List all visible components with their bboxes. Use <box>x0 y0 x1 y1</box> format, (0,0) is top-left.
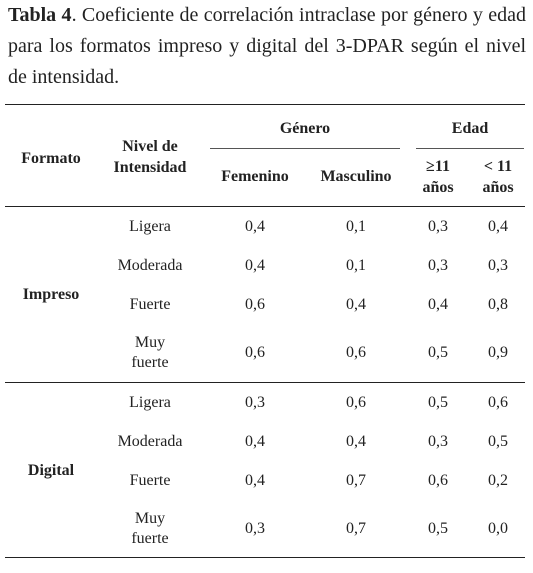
header-formato: Formato <box>21 150 81 167</box>
value-cell-femenino: 0,4 <box>245 218 265 235</box>
value-cell-ge11: 0,4 <box>428 295 448 313</box>
header-age-ge11-line2: años <box>422 179 454 196</box>
value-cell-femenino: 0,6 <box>245 344 265 361</box>
group-separator-rule <box>5 382 525 383</box>
value-cell-masculino: 0,6 <box>346 394 366 411</box>
nivel-label-line: Muy <box>134 334 166 351</box>
value-cell-ge11: 0,6 <box>428 471 448 489</box>
value-cell-masculino: 0,6 <box>346 344 366 361</box>
header-age-lt11-line1: < 11 <box>483 158 513 175</box>
nivel-label-line: Ligera <box>129 394 171 411</box>
value-cell-lt11: 0,3 <box>488 256 508 274</box>
header-age-ge11-line1: ≥11 <box>426 158 450 175</box>
value-cell-ge11: 0,3 <box>428 218 448 235</box>
value-cell-lt11: 0,9 <box>488 344 508 361</box>
header-bottom-rule <box>5 206 525 207</box>
value-cell-lt11: 0,5 <box>488 432 508 450</box>
group-formato-label: Impreso <box>22 286 80 303</box>
nivel-cell: Ligera <box>100 384 200 422</box>
nivel-cell: Moderada <box>100 246 200 285</box>
nivel-cell: Fuerte <box>100 461 200 500</box>
nivel-label-line: Fuerte <box>129 295 171 313</box>
value-cell-masculino: 0,1 <box>346 218 366 235</box>
header-nivel-line1: Nivel de <box>122 138 178 155</box>
value-cell-femenino: 0,3 <box>245 394 265 411</box>
group-formato-label: Digital <box>27 462 75 479</box>
header-femenino: Femenino <box>221 168 289 185</box>
value-cell-lt11: 0,2 <box>488 471 508 489</box>
value-cell-femenino: 0,3 <box>245 520 265 537</box>
top-rule <box>5 104 525 105</box>
nivel-cell: Fuerte <box>100 285 200 324</box>
value-cell-masculino: 0,4 <box>346 432 366 450</box>
nivel-label-line: Muy <box>134 510 166 527</box>
table-caption: Tabla 4. Coeficiente de correlación intr… <box>8 0 526 93</box>
value-cell-lt11: 0,4 <box>488 218 508 235</box>
header-masculino: Masculino <box>320 168 392 185</box>
bottom-rule <box>5 557 525 558</box>
header-age-lt11-line2: años <box>482 179 514 196</box>
header-genero: Género <box>279 120 331 137</box>
caption-text: . Coeficiente de correlación intraclase … <box>8 4 526 88</box>
nivel-label-line: fuerte <box>131 354 169 371</box>
header-edad: Edad <box>451 120 489 137</box>
nivel-label-line: Moderada <box>117 256 183 274</box>
value-cell-femenino: 0,4 <box>245 432 265 450</box>
value-cell-masculino: 0,7 <box>346 471 366 489</box>
value-cell-ge11: 0,5 <box>428 344 448 361</box>
value-cell-femenino: 0,6 <box>245 295 265 313</box>
value-cell-masculino: 0,4 <box>346 295 366 313</box>
value-cell-masculino: 0,7 <box>346 520 366 537</box>
value-cell-ge11: 0,5 <box>428 520 448 537</box>
nivel-cell: Ligera <box>100 208 200 246</box>
genero-underline <box>210 148 400 149</box>
value-cell-femenino: 0,4 <box>245 256 265 274</box>
nivel-label-line: Fuerte <box>129 471 171 489</box>
value-cell-lt11: 0,6 <box>488 394 508 411</box>
value-cell-ge11: 0,3 <box>428 432 448 450</box>
value-cell-ge11: 0,3 <box>428 256 448 274</box>
nivel-cell: Moderada <box>100 422 200 461</box>
nivel-label-line: Moderada <box>117 432 183 450</box>
value-cell-lt11: 0,8 <box>488 295 508 313</box>
nivel-cell: Muy fuerte <box>100 324 200 382</box>
caption-label: Tabla 4 <box>8 4 72 26</box>
value-cell-ge11: 0,5 <box>428 394 448 411</box>
nivel-label-line: fuerte <box>131 530 169 547</box>
header-nivel-line2: Intensidad <box>113 159 187 176</box>
value-cell-lt11: 0,0 <box>488 520 508 537</box>
value-cell-masculino: 0,1 <box>346 256 366 274</box>
edad-underline <box>416 148 524 149</box>
nivel-label-line: Ligera <box>129 218 171 235</box>
value-cell-femenino: 0,4 <box>245 471 265 489</box>
nivel-cell: Muy fuerte <box>100 500 200 558</box>
